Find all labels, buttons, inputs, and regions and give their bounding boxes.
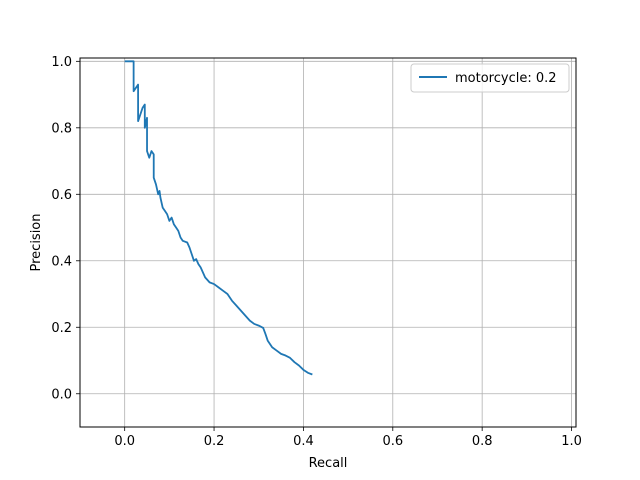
x-tick-label: 0.2 <box>204 434 225 449</box>
y-tick-label: 0.6 <box>51 188 72 203</box>
y-axis-label: Precision <box>29 213 44 271</box>
grid-lines <box>80 58 576 427</box>
y-tick-label: 1.0 <box>51 55 72 70</box>
y-tick-label: 0.0 <box>51 387 72 402</box>
legend-box <box>410 63 570 93</box>
x-axis-label: Recall <box>309 456 348 471</box>
y-tick-label: 0.8 <box>51 121 72 136</box>
x-tick-label: 0.4 <box>293 434 314 449</box>
legend-label: motorcycle: 0.2 <box>455 71 557 86</box>
x-tick-label: 0.0 <box>114 434 135 449</box>
x-tick-label: 1.0 <box>561 434 582 449</box>
y-tick-label: 0.4 <box>51 254 72 269</box>
series-line-motorcycle <box>124 60 313 376</box>
legend: motorcycle: 0.2 <box>410 63 570 93</box>
x-tick-label: 0.8 <box>472 434 493 449</box>
plot-frame <box>79 57 577 428</box>
y-tick-label: 0.2 <box>51 321 72 336</box>
series-layer <box>124 60 313 376</box>
x-tick-label: 0.6 <box>382 434 403 449</box>
ticks-layer: 0.0 0.2 0.4 0.6 0.8 1.0 0.0 0.2 0.4 0.6 0.8 1.0 <box>51 55 582 449</box>
